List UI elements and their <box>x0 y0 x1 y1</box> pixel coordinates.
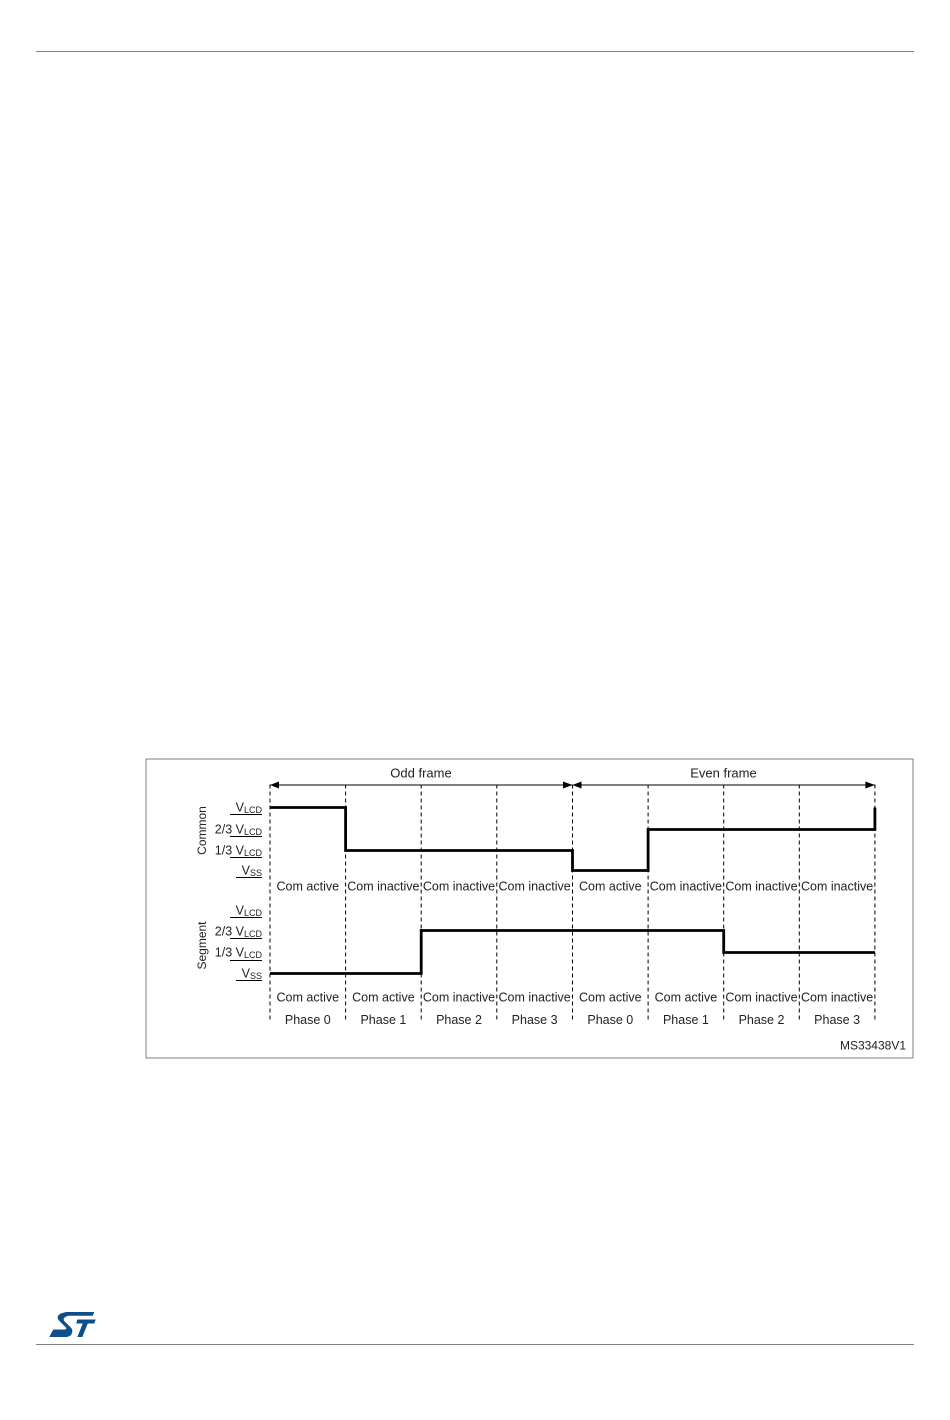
svg-text:1/3 VLCD: 1/3 VLCD <box>215 946 263 961</box>
svg-text:Com inactive: Com inactive <box>347 880 419 894</box>
svg-text:Com inactive: Com inactive <box>423 880 495 894</box>
svg-text:2/3 VLCD: 2/3 VLCD <box>215 925 263 940</box>
svg-text:Com inactive: Com inactive <box>650 880 722 894</box>
svg-text:Phase 0: Phase 0 <box>285 1013 331 1027</box>
svg-text:Common: Common <box>195 806 209 855</box>
svg-text:Com inactive: Com inactive <box>498 880 570 894</box>
svg-text:Com active: Com active <box>352 991 415 1005</box>
svg-text:Even frame: Even frame <box>690 766 756 781</box>
svg-text:Com inactive: Com inactive <box>423 991 495 1005</box>
svg-text:Phase 3: Phase 3 <box>814 1013 860 1027</box>
svg-text:VSS: VSS <box>242 864 262 879</box>
svg-text:Com active: Com active <box>277 991 340 1005</box>
svg-text:Com inactive: Com inactive <box>801 991 873 1005</box>
svg-text:Com inactive: Com inactive <box>801 880 873 894</box>
svg-text:VSS: VSS <box>242 967 262 982</box>
svg-text:2/3 VLCD: 2/3 VLCD <box>215 823 263 838</box>
svg-text:Com active: Com active <box>579 991 642 1005</box>
svg-text:Com active: Com active <box>579 880 642 894</box>
svg-text:Phase 2: Phase 2 <box>739 1013 785 1027</box>
svg-text:Phase 1: Phase 1 <box>360 1013 406 1027</box>
svg-text:MS33438V1: MS33438V1 <box>840 1039 906 1053</box>
svg-text:VLCD: VLCD <box>236 801 263 816</box>
svg-text:Phase 2: Phase 2 <box>436 1013 482 1027</box>
svg-text:Com active: Com active <box>277 880 340 894</box>
svg-text:Phase 3: Phase 3 <box>512 1013 558 1027</box>
svg-text:Com active: Com active <box>655 991 718 1005</box>
svg-text:Com inactive: Com inactive <box>725 991 797 1005</box>
svg-text:Phase 0: Phase 0 <box>587 1013 633 1027</box>
svg-text:Phase 1: Phase 1 <box>663 1013 709 1027</box>
svg-text:1/3 VLCD: 1/3 VLCD <box>215 844 263 859</box>
svg-text:Com inactive: Com inactive <box>498 991 570 1005</box>
svg-text:Segment: Segment <box>195 921 209 970</box>
svg-text:Odd frame: Odd frame <box>390 766 451 781</box>
svg-text:Com inactive: Com inactive <box>725 880 797 894</box>
svg-text:VLCD: VLCD <box>236 904 263 919</box>
